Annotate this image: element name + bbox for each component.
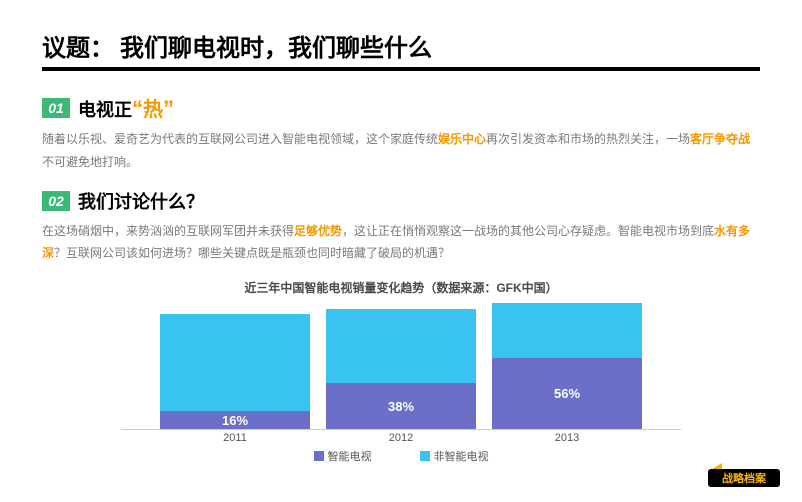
title-label: 议题： — [42, 28, 114, 63]
bar-segment-smart: 38% — [326, 383, 476, 429]
x-axis-label: 2011 — [160, 432, 310, 444]
section-num-badge: 01 — [42, 98, 70, 118]
quote-open: “ — [132, 96, 143, 121]
bar-segment-smart: 56% — [492, 358, 642, 429]
bar-value-label: 56% — [554, 386, 580, 401]
section-body: 在这场硝烟中，来势汹汹的互联网军团并未获得足够优势，这让正在悄悄观察这一战场的其… — [42, 220, 760, 266]
corner-logo: 战略档案 — [708, 463, 784, 496]
legend-swatch — [314, 451, 324, 461]
section-02: 02 我们讨论什么？ 在这场硝烟中，来势汹汹的互联网军团并未获得足够优势，这让正… — [42, 188, 760, 266]
section-title-hi: 热 — [143, 99, 163, 121]
section-header: 01 电视正“热” — [42, 93, 760, 122]
chart-bar: 56% — [492, 302, 642, 429]
section-body: 随着以乐视、爱奇艺为代表的互联网公司进入智能电视领域，这个家庭传统娱乐中心再次引… — [42, 128, 760, 174]
x-axis-label: 2012 — [326, 432, 476, 444]
body-text: 在这场硝烟中，来势汹汹的互联网军团并未获得 — [42, 224, 294, 238]
section-title: 我们讨论什么？ — [78, 188, 204, 214]
title-main: 我们聊电视时，我们聊些什么 — [120, 28, 432, 63]
body-text: 随着以乐视、爱奇艺为代表的互联网公司进入智能电视领域，这个家庭传统 — [42, 132, 438, 146]
body-text: 不可避免地打响。 — [42, 155, 138, 169]
legend-item-smart: 智能电视 — [314, 448, 372, 464]
section-num-badge: 02 — [42, 191, 70, 211]
bar-value-label: 16% — [222, 413, 248, 428]
legend-label: 非智能电视 — [434, 448, 489, 464]
bar-value-label: 38% — [388, 399, 414, 414]
bar-segment-smart: 16% — [160, 411, 310, 429]
section-01: 01 电视正“热” 随着以乐视、爱奇艺为代表的互联网公司进入智能电视领域，这个家… — [42, 93, 760, 174]
body-text: ？互联网公司该如何进场？哪些关键点既是瓶颈也同时暗藏了破局的机遇？ — [54, 246, 450, 260]
chart-x-labels: 2011 2012 2013 — [121, 432, 681, 444]
section-title-pre: 电视正 — [78, 100, 132, 120]
chart-bar: 16% — [160, 302, 310, 429]
chart-area: 近三年中国智能电视销量变化趋势（数据来源：GFK中国） 16% 38% 56% 20… — [42, 279, 760, 464]
section-header: 02 我们讨论什么？ — [42, 188, 760, 214]
bar-segment-nonsmart — [492, 303, 642, 358]
legend-swatch — [420, 451, 430, 461]
title-underline — [42, 67, 760, 71]
body-text: ，这让正在悄悄观察这一战场的其他公司心存疑虑。智能电视市场到底 — [342, 224, 714, 238]
chart-title: 近三年中国智能电视销量变化趋势（数据来源：GFK中国） — [42, 279, 760, 296]
bar-segment-nonsmart — [160, 314, 310, 411]
body-hi: 足够优势 — [294, 224, 342, 238]
section-title: 电视正“热” — [78, 93, 174, 122]
quote-close: ” — [163, 96, 174, 121]
chart-bars-row: 16% 38% 56% — [121, 302, 681, 430]
bar-segment-nonsmart — [326, 309, 476, 383]
svg-text:战略档案: 战略档案 — [722, 471, 767, 485]
body-text: 再次引发资本和市场的热烈关注，一场 — [486, 132, 690, 146]
body-hi: 娱乐中心 — [438, 132, 486, 146]
chart-legend: 智能电视 非智能电视 — [42, 448, 760, 464]
slide-root: 议题： 我们聊电视时，我们聊些什么 01 电视正“热” 随着以乐视、爱奇艺为代表… — [0, 0, 802, 502]
chart-bar: 38% — [326, 302, 476, 429]
x-axis-label: 2013 — [492, 432, 642, 444]
legend-label: 智能电视 — [328, 448, 372, 464]
title-row: 议题： 我们聊电视时，我们聊些什么 — [42, 28, 760, 63]
body-hi: 客厅争夺战 — [690, 132, 750, 146]
logo-icon: 战略档案 — [708, 463, 784, 491]
legend-item-nonsmart: 非智能电视 — [420, 448, 489, 464]
